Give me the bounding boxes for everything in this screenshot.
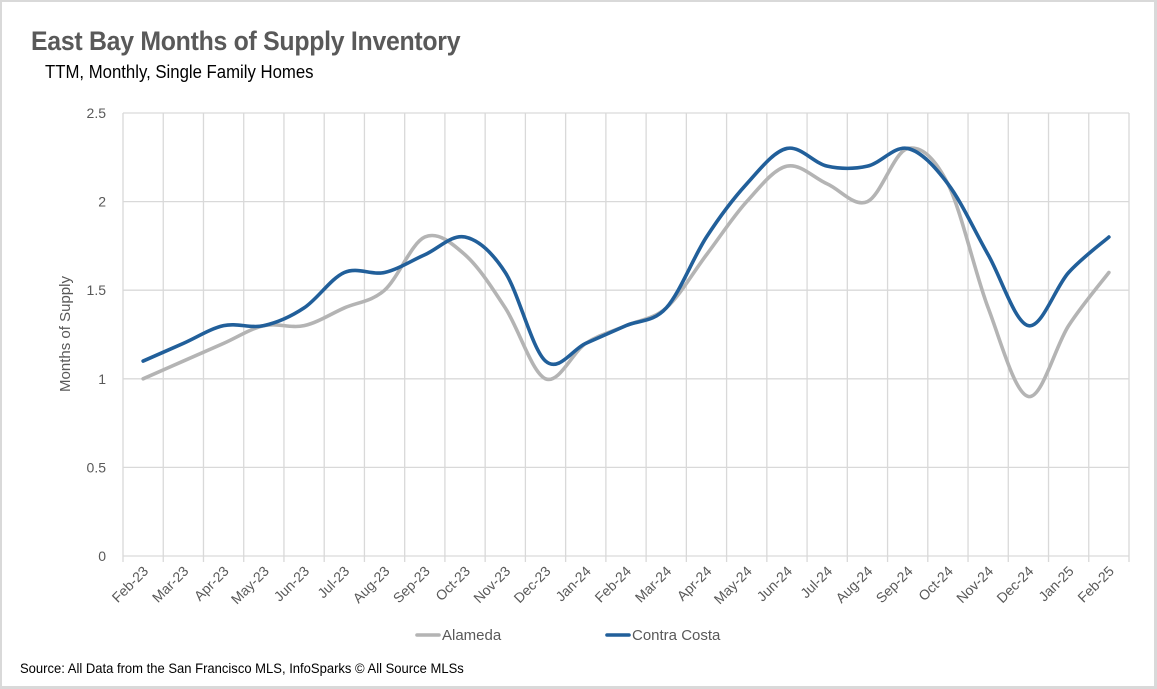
legend-label: Contra Costa (632, 627, 721, 644)
y-axis-label: Months of Supply (57, 276, 74, 392)
x-tick-label: Dec-23 (510, 563, 553, 606)
x-tick-label: Jul-24 (797, 563, 835, 601)
x-tick-label: Feb-23 (109, 563, 152, 606)
x-tick-label: Jun-24 (753, 563, 795, 605)
series-line-contra-costa (141, 146, 1111, 366)
chart-title: East Bay Months of Supply Inventory (31, 26, 461, 56)
x-tick-label: Apr-24 (674, 563, 715, 604)
x-tick-label: Oct-23 (432, 563, 473, 604)
x-tick-label: Oct-24 (915, 563, 956, 604)
y-tick-label: 2 (98, 194, 106, 210)
x-tick-label: Jul-23 (314, 563, 352, 601)
x-tick-label: May-23 (228, 563, 272, 607)
x-tick-label: Dec-24 (993, 563, 1036, 606)
x-tick-label: Feb-25 (1074, 563, 1117, 606)
x-tick-label: Mar-23 (149, 563, 192, 606)
legend-label: Alameda (442, 627, 502, 644)
x-tick-label: Aug-24 (832, 563, 875, 606)
y-tick-label: 1 (98, 371, 106, 387)
x-tick-label: Sep-24 (873, 563, 916, 606)
x-tick-label: Jun-23 (271, 563, 313, 605)
x-tick-label: Nov-23 (470, 563, 513, 606)
legend: Alameda Contra Costa (415, 627, 721, 644)
gridlines (122, 112, 1130, 562)
x-tick-label: Nov-24 (953, 563, 996, 606)
series-line-alameda (141, 146, 1111, 399)
y-tick-label: 2.5 (87, 105, 107, 121)
y-tick-label: 0.5 (87, 459, 107, 475)
x-tick-label: Mar-24 (632, 563, 675, 606)
x-tick-label: Jan-24 (552, 563, 594, 605)
y-axis-ticks: 0 0.5 1 1.5 2 2.5 (87, 105, 107, 564)
y-tick-label: 1.5 (87, 282, 107, 298)
x-tick-label: Jan-25 (1035, 563, 1077, 605)
x-tick-label: Aug-23 (349, 563, 392, 606)
y-tick-label: 0 (98, 548, 106, 564)
series-lines (141, 146, 1111, 399)
x-tick-label: May-24 (711, 563, 755, 607)
x-tick-label: Feb-24 (591, 563, 634, 606)
x-tick-label: Sep-23 (390, 563, 433, 606)
x-tick-label: Apr-23 (191, 563, 232, 604)
chart-subtitle: TTM, Monthly, Single Family Homes (45, 62, 314, 82)
source-note: Source: All Data from the San Francisco … (20, 660, 464, 676)
